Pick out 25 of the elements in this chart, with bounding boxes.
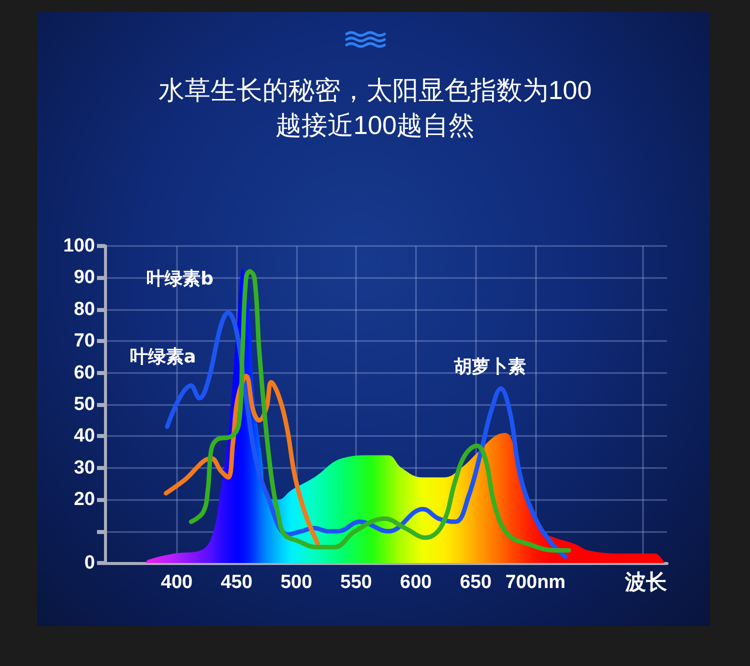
annotation: 叶绿素b [146, 268, 214, 290]
annotation: 胡萝卜素 [453, 356, 526, 378]
x-tick-label: 500 [280, 572, 312, 593]
x-tick-label: 450 [220, 572, 252, 593]
x-tick-label: 650 [460, 572, 492, 593]
y-tick-label: 40 [74, 426, 95, 447]
chart-subtitle: 越接近100越自然 [275, 110, 475, 140]
chart-title: 水草生长的秘密，太阳显色指数为100 [158, 75, 592, 105]
annotation: 叶绿素a [130, 346, 196, 368]
y-tick-label: 30 [74, 457, 95, 478]
y-tick-label: 60 [74, 362, 95, 384]
y-tick-label: 70 [74, 330, 95, 352]
y-tick-label: 20 [74, 489, 95, 510]
y-tick-label: 80 [74, 298, 95, 320]
y-tick-label: 100 [63, 236, 95, 256]
y-tick-label: 0 [84, 552, 95, 574]
x-tick-label: 400 [160, 572, 193, 593]
line-series [164, 374, 320, 546]
y-tick-label: 50 [74, 394, 95, 415]
x-tick-label: 700nm [505, 572, 566, 593]
x-tick-label: 600 [400, 572, 432, 593]
x-axis-title: 波长 [624, 571, 668, 594]
y-tick-label: 90 [74, 267, 95, 288]
x-tick-label: 550 [340, 572, 372, 593]
line-series [164, 310, 568, 559]
